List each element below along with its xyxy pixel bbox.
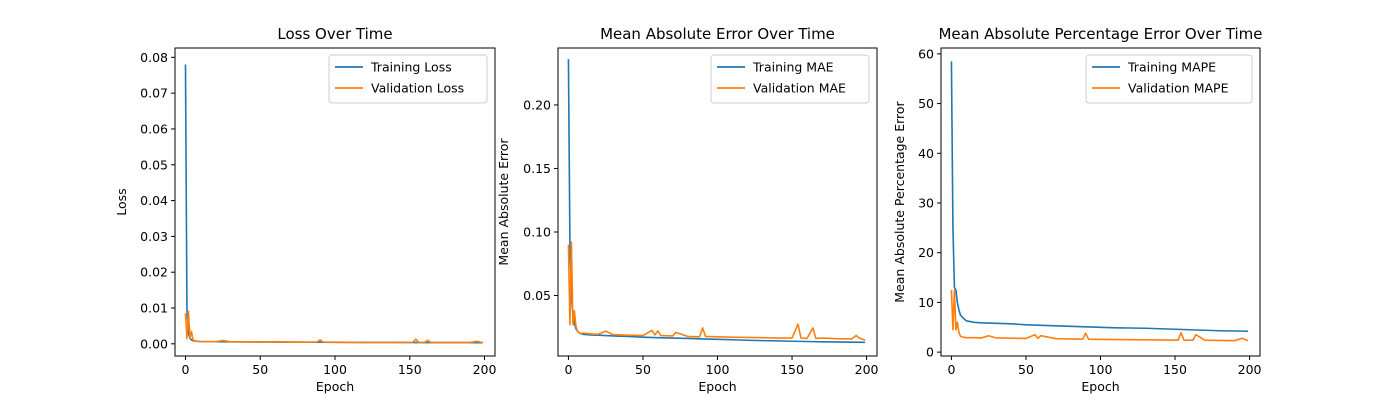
y-axis-label: Loss — [114, 188, 129, 215]
x-tick-label: 50 — [635, 362, 651, 377]
y-tick-label: 10 — [918, 295, 934, 310]
y-axis-label: Mean Absolute Error — [496, 138, 511, 266]
x-tick-label: 0 — [181, 362, 189, 377]
y-tick-label: 0.04 — [140, 193, 168, 208]
y-tick-label: 0.03 — [140, 229, 168, 244]
y-tick-label: 0.00 — [140, 336, 168, 351]
y-tick-label: 0.08 — [140, 50, 168, 65]
chart-title: Mean Absolute Percentage Error Over Time — [938, 25, 1262, 43]
x-tick-label: 100 — [323, 362, 347, 377]
x-tick-label: 50 — [1018, 362, 1034, 377]
y-tick-label: 50 — [918, 96, 934, 111]
x-tick-label: 150 — [1163, 362, 1187, 377]
legend-label: Validation MAE — [753, 81, 846, 96]
y-tick-label: 0.20 — [523, 97, 551, 112]
legend: Training Loss Validation Loss — [328, 54, 488, 104]
series-line-validation-mape — [950, 289, 1249, 342]
x-tick-label: 100 — [1089, 362, 1113, 377]
x-tick-label: 200 — [473, 362, 497, 377]
y-tick-label: 20 — [918, 245, 934, 260]
x-tick-label: 200 — [1238, 362, 1262, 377]
x-tick-label: 0 — [947, 362, 955, 377]
chart-title: Mean Absolute Error Over Time — [600, 25, 835, 43]
series-line-training-loss — [184, 64, 484, 344]
legend-box — [328, 54, 488, 104]
plot-frame — [174, 47, 496, 357]
chart-panel-1: Loss Over Time 0 50 100 150 200 0.00 0.01 0.02 0.… — [114, 25, 497, 394]
plot-frame — [940, 47, 1261, 357]
y-tick-label: 0.02 — [140, 265, 168, 280]
x-tick-label: 0 — [564, 362, 572, 377]
y-axis-label: Mean Absolute Percentage Error — [892, 100, 907, 302]
y-tick-label: 0.15 — [523, 161, 551, 176]
y-tick-label: 0.01 — [140, 301, 168, 316]
y-tick-label: 0.05 — [523, 288, 551, 303]
plot-frame — [557, 47, 878, 357]
x-axis-label: Epoch — [316, 379, 354, 394]
chart-panel-3: Mean Absolute Percentage Error Over Time… — [892, 25, 1263, 394]
chart-title: Loss Over Time — [277, 25, 392, 43]
legend-label: Training Loss — [370, 60, 452, 75]
y-tick-label: 0 — [926, 345, 934, 360]
legend-box — [1085, 54, 1253, 104]
legend-label: Validation MAPE — [1128, 81, 1229, 96]
x-tick-label: 200 — [855, 362, 879, 377]
legend-label: Training MAPE — [1127, 60, 1216, 75]
y-tick-label: 30 — [918, 195, 934, 210]
legend-label: Training MAE — [752, 60, 834, 75]
x-tick-label: 100 — [706, 362, 730, 377]
legend: Training MAPE Validation MAPE — [1085, 54, 1253, 104]
y-tick-label: 0.07 — [140, 86, 168, 101]
legend: Training MAE Validation MAE — [710, 54, 870, 104]
x-axis-label: Epoch — [1081, 379, 1119, 394]
y-tick-label: 0.05 — [140, 157, 168, 172]
y-tick-label: 60 — [918, 46, 934, 61]
x-tick-label: 150 — [780, 362, 804, 377]
legend-box — [710, 54, 870, 104]
series-line-validation-mae — [567, 241, 866, 341]
x-tick-label: 150 — [398, 362, 422, 377]
series-line-validation-loss — [184, 310, 484, 344]
chart-panel-2: Mean Absolute Error Over Time 0 50 100 150 20… — [496, 25, 879, 394]
y-tick-label: 40 — [918, 146, 934, 161]
x-axis-label: Epoch — [698, 379, 736, 394]
y-tick-label: 0.06 — [140, 121, 168, 136]
series-line-training-mape — [950, 61, 1249, 333]
y-tick-label: 0.10 — [523, 224, 551, 239]
x-tick-label: 50 — [252, 362, 268, 377]
legend-label: Validation Loss — [371, 81, 464, 96]
